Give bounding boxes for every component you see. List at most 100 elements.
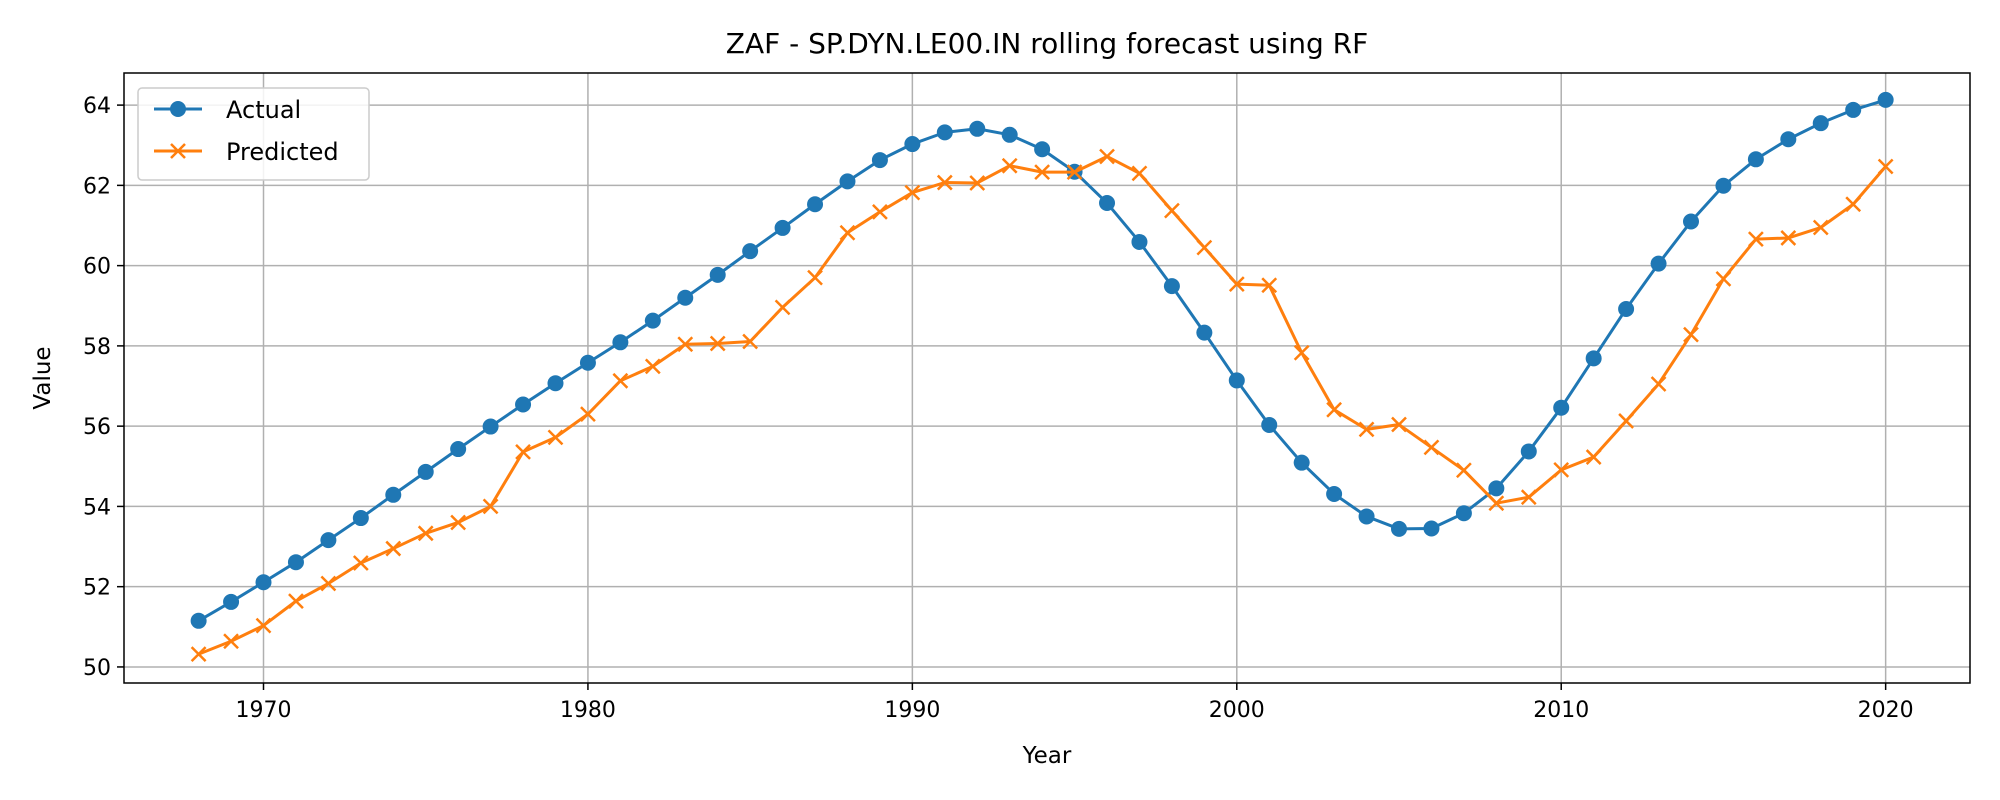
y-tick-label: 54 — [83, 495, 111, 520]
data-point-actual — [1326, 485, 1343, 502]
data-point-actual — [190, 612, 207, 629]
data-point-actual — [1034, 141, 1051, 158]
data-point-actual — [612, 334, 629, 351]
data-point-actual — [450, 441, 467, 458]
data-point-actual — [352, 510, 369, 527]
data-point-actual — [904, 136, 921, 153]
x-tick-label: 2000 — [1209, 698, 1265, 723]
y-tick-label: 64 — [83, 94, 111, 119]
data-point-actual — [1520, 443, 1537, 460]
data-point-predicted — [709, 335, 726, 352]
data-point-actual — [1780, 131, 1797, 148]
y-tick-label: 60 — [83, 255, 111, 280]
legend-label-actual: Actual — [226, 96, 301, 124]
axis-ticks: 1970 1980 1990 2000 2010 2020 50 52 54 56 58 60 62 64 — [83, 94, 1914, 723]
data-point-predicted — [969, 175, 986, 191]
data-point-predicted — [644, 358, 661, 375]
data-point-predicted — [1747, 231, 1764, 248]
data-point-actual — [417, 463, 434, 480]
data-point-actual — [644, 312, 661, 329]
data-point-predicted — [872, 203, 888, 220]
y-tick-label: 52 — [83, 576, 111, 601]
data-point-predicted — [742, 333, 759, 350]
data-point-actual — [1001, 126, 1018, 143]
data-point-actual — [1163, 278, 1180, 295]
data-point-actual — [742, 243, 759, 260]
data-point-actual — [1423, 520, 1440, 537]
data-point-actual — [1812, 115, 1829, 132]
data-point-actual — [255, 574, 272, 591]
data-point-predicted — [774, 299, 791, 316]
x-tick-label: 2010 — [1533, 698, 1589, 723]
series-group — [190, 91, 1894, 662]
data-point-actual — [1099, 195, 1116, 212]
data-point-predicted — [1131, 165, 1148, 182]
data-point-predicted — [1845, 196, 1862, 213]
data-point-actual — [1747, 151, 1764, 168]
data-point-predicted — [580, 406, 596, 423]
data-point-actual — [223, 593, 240, 610]
x-tick-label: 1990 — [884, 698, 940, 723]
data-point-actual — [839, 173, 856, 190]
x-tick-label: 1970 — [236, 698, 292, 723]
data-point-actual — [385, 486, 402, 503]
data-point-predicted — [1488, 495, 1505, 512]
data-point-actual — [1455, 505, 1472, 522]
data-point-actual — [287, 554, 304, 571]
data-point-predicted — [1099, 148, 1115, 165]
data-point-predicted — [1293, 344, 1310, 361]
data-point-predicted — [1618, 413, 1634, 429]
data-point-predicted — [936, 174, 953, 191]
data-point-predicted — [1456, 462, 1472, 479]
data-point-predicted — [1423, 439, 1440, 456]
data-point-predicted — [904, 184, 921, 201]
data-point-actual — [1293, 454, 1310, 471]
data-point-actual — [1618, 300, 1635, 317]
data-point-predicted — [1164, 202, 1180, 219]
data-point-predicted — [1650, 376, 1667, 392]
data-point-predicted — [352, 555, 369, 571]
data-point-predicted — [515, 443, 531, 460]
data-point-actual — [1228, 372, 1245, 389]
data-point-actual — [1877, 91, 1894, 108]
data-point-actual — [774, 219, 791, 236]
data-point-predicted — [1585, 449, 1602, 465]
data-point-predicted — [612, 372, 629, 389]
data-point-predicted — [1391, 416, 1407, 433]
y-axis-label: Value — [30, 346, 56, 409]
series-predicted — [190, 148, 1894, 662]
series-actual — [190, 91, 1894, 629]
data-point-actual — [709, 266, 726, 283]
data-point-predicted — [1001, 157, 1018, 174]
x-axis-label: Year — [1022, 743, 1072, 769]
data-point-predicted — [288, 593, 304, 610]
data-point-predicted — [1553, 462, 1570, 478]
data-point-actual — [936, 124, 953, 141]
data-point-predicted — [255, 617, 272, 634]
data-point-actual — [871, 152, 888, 169]
data-point-predicted — [450, 514, 467, 531]
legend: Actual Predicted — [137, 87, 370, 181]
data-point-predicted — [385, 540, 402, 557]
data-point-actual — [1845, 101, 1862, 118]
data-point-actual — [1682, 213, 1699, 230]
data-point-predicted — [1196, 239, 1213, 256]
data-point-actual — [969, 120, 986, 137]
data-point-predicted — [807, 269, 823, 286]
data-point-predicted — [1066, 164, 1083, 181]
data-point-predicted — [1715, 270, 1732, 287]
data-point-predicted — [1683, 326, 1699, 343]
data-point-predicted — [547, 429, 564, 446]
legend-marker-actual — [170, 101, 186, 117]
data-point-actual — [1715, 177, 1732, 194]
x-tick-label: 1980 — [560, 698, 616, 723]
data-point-actual — [515, 396, 532, 413]
chart-title: ZAF - SP.DYN.LE00.IN rolling forecast us… — [726, 27, 1368, 60]
data-point-predicted — [1520, 489, 1537, 506]
data-point-actual — [1358, 508, 1375, 525]
y-tick-label: 56 — [83, 415, 111, 440]
data-point-actual — [1585, 350, 1602, 367]
data-point-actual — [1391, 520, 1408, 537]
data-point-predicted — [677, 336, 694, 353]
data-point-actual — [547, 375, 564, 392]
